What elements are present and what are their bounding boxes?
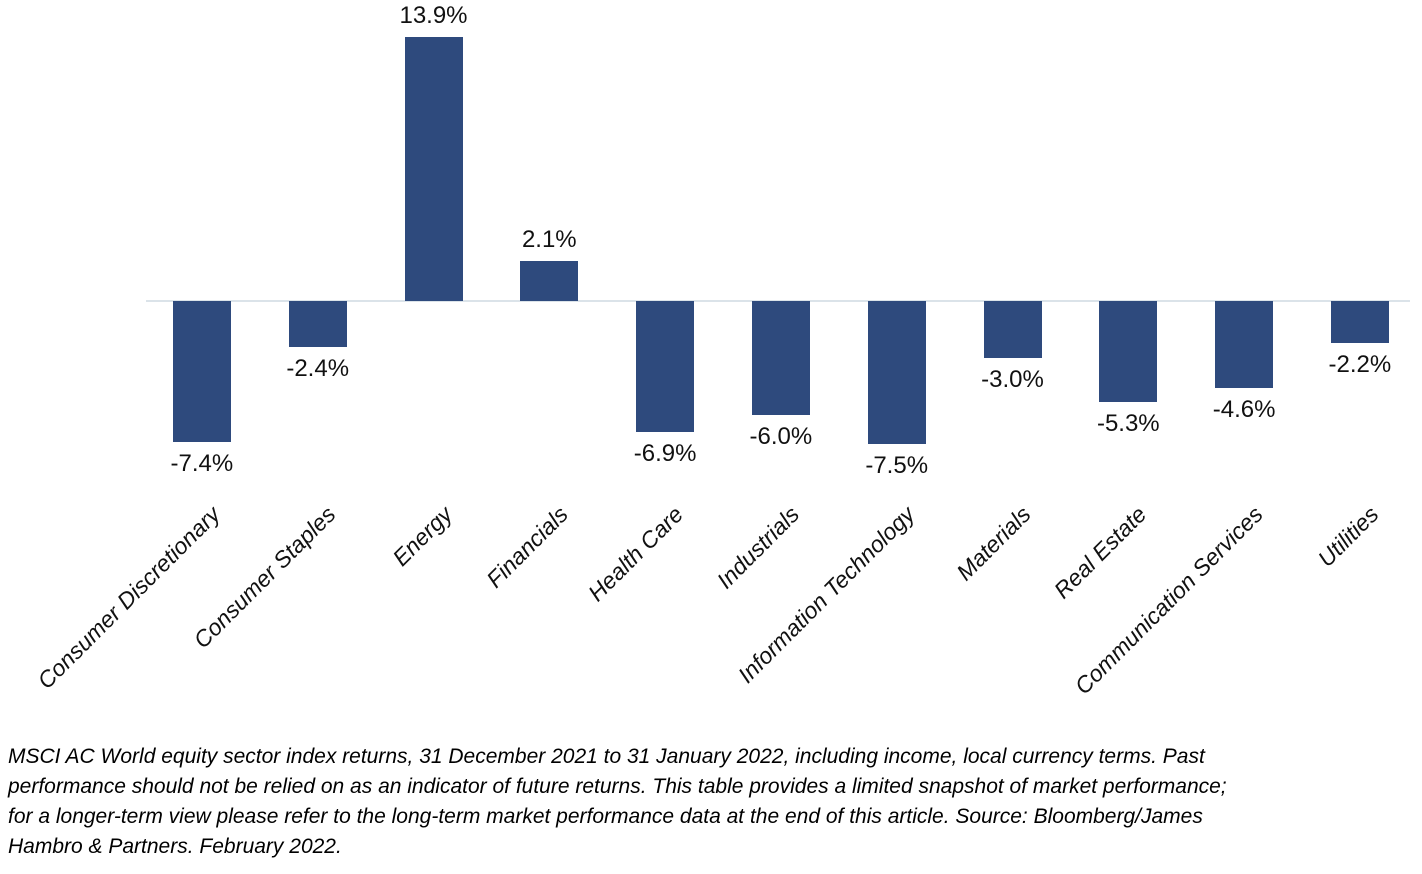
category-label-real-estate: Real Estate — [1049, 501, 1152, 604]
category-label-materials: Materials — [951, 501, 1036, 586]
category-label-utilities: Utilities — [1312, 501, 1384, 572]
sector-returns-bar-chart: -7.4% Consumer Discretionary -2.4% Consumer… — [32, 1, 1410, 700]
caption-line-1: MSCI AC World equity sector index return… — [8, 745, 1205, 768]
bar-communication-services — [1215, 301, 1274, 389]
bar-health-care — [636, 301, 695, 433]
category-label-energy: Energy — [386, 501, 457, 571]
bar-materials — [983, 301, 1042, 358]
value-label-communication-services: -4.6% — [1212, 396, 1276, 424]
category-label-financials: Financials — [481, 501, 573, 593]
bar-financials — [520, 261, 579, 301]
value-label-health-care: -6.9% — [633, 440, 697, 468]
category-label-industrials: Industrials — [711, 501, 805, 594]
bar-information-technology — [867, 301, 926, 444]
bar-utilities — [1330, 301, 1389, 343]
category-label-consumer-discretionary: Consumer Discretionary — [32, 501, 226, 694]
value-label-industrials: -6.0% — [749, 423, 813, 450]
category-label-communication-services: Communication Services — [1069, 501, 1268, 700]
value-label-materials: -3.0% — [981, 366, 1044, 393]
bar-industrials — [751, 301, 810, 415]
value-label-real-estate: -5.3% — [1096, 409, 1160, 437]
caption-line-4: Hambro & Partners. February 2022. — [8, 835, 342, 858]
bar-real-estate — [1099, 301, 1158, 402]
bar-consumer-discretionary — [172, 301, 231, 442]
value-label-utilities: -2.2% — [1328, 350, 1392, 378]
category-label-health-care: Health Care — [583, 501, 689, 607]
value-label-consumer-staples: -2.4% — [286, 354, 350, 382]
caption-line-2: performance should not be relied on as a… — [8, 775, 1227, 798]
bar-consumer-staples — [288, 301, 347, 347]
value-label-financials: 2.1% — [521, 226, 577, 254]
bar-energy — [404, 36, 463, 301]
value-label-energy: 13.9% — [399, 1, 468, 29]
value-label-consumer-discretionary: -7.4% — [170, 449, 234, 477]
caption-line-3: for a longer-term view please refer to t… — [8, 805, 1203, 828]
chart-caption: MSCI AC World equity sector index return… — [8, 742, 1418, 862]
value-label-information-technology: -7.5% — [865, 451, 929, 479]
